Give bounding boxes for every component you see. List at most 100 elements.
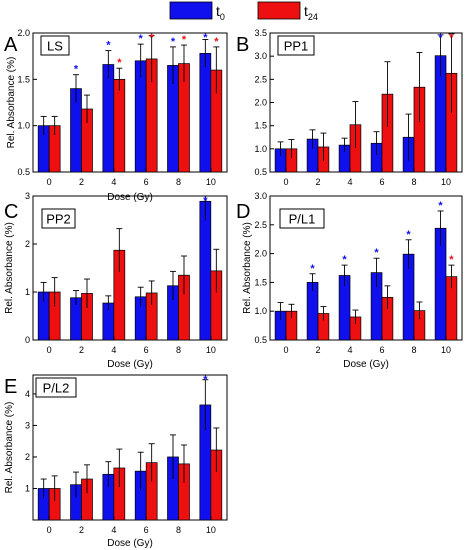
panel-letter: C	[4, 201, 18, 223]
y-tick-label: 2.0	[17, 28, 30, 38]
chart-panel-e: 1 2 3 4 0 2 4 6 8 * 10 E P/L2 Rel. Absorbance (%) Dose…	[4, 374, 228, 549]
x-tick-label: 8	[411, 345, 416, 355]
panel-label: P/L1	[289, 212, 316, 227]
significance-star: *	[449, 32, 454, 44]
significance-star: *	[203, 195, 208, 207]
y-tick-label: 2.5	[254, 74, 267, 84]
panel-label-box	[40, 35, 70, 56]
y-tick-label: 0.5	[17, 167, 30, 177]
x-tick-label: 8	[176, 345, 181, 355]
x-tick-label: 8	[411, 177, 416, 187]
y-tick-label: 0.5	[254, 335, 267, 345]
chart-panel-d: 0.5 1.0 1.5 2.0 2.5 3.0 0 * 2 * 4 * 6 * 8 * * 10 D P/L1 Rel.…	[236, 191, 463, 370]
chart-panel-a: 0.5 1.0 1.5 2.0 0 * 2 * * 4 * * 6 * * 8 * * 10 A LS Rel. Abso…	[4, 28, 228, 203]
significance-star: *	[310, 263, 315, 275]
panel-label-box	[41, 208, 76, 229]
panel-label: LS	[47, 39, 63, 54]
x-tick-label: 10	[206, 525, 216, 535]
panel-label: PP1	[284, 39, 309, 54]
y-tick-label: 1.0	[254, 306, 267, 316]
x-tick-label: 4	[111, 345, 116, 355]
significance-star: *	[74, 64, 79, 76]
panel-label: P/L2	[43, 381, 70, 396]
y-tick-label: 1.0	[254, 144, 267, 154]
x-tick-label: 2	[79, 345, 84, 355]
plot-frame	[269, 195, 463, 341]
x-tick-label: 4	[111, 177, 116, 187]
legend: t0 t24	[169, 1, 318, 22]
y-tick-label: 1.0	[17, 121, 30, 131]
x-tick-label: 6	[144, 525, 149, 535]
y-axis-label: Rel. Absorbance (%)	[4, 222, 15, 314]
y-tick-label: 1.5	[254, 121, 267, 131]
x-tick-label: 8	[176, 525, 181, 535]
x-tick-label: 10	[441, 345, 451, 355]
y-axis-label: Rel. Absorbance (%)	[242, 222, 253, 314]
chart-panel-c: 0 1 2 3 0 2 4 6 8 * 10 C PP2 Rel. Absorbance (%) Dose …	[4, 191, 228, 370]
significance-star: *	[203, 32, 208, 44]
x-tick-label: 10	[206, 177, 216, 187]
x-tick-label: 6	[379, 177, 384, 187]
x-tick-label: 10	[441, 177, 451, 187]
y-tick-label: 3.0	[254, 191, 267, 201]
y-tick-label: 1	[25, 287, 30, 297]
x-tick-label: 10	[206, 345, 216, 355]
legend-subscript: 0	[220, 12, 225, 22]
bar-t0	[102, 64, 115, 173]
significance-star: *	[182, 34, 187, 46]
x-axis-label: Dose (Gy)	[343, 359, 389, 370]
significance-star: *	[438, 200, 443, 212]
x-tick-label: 0	[283, 177, 288, 187]
panel-label-box	[277, 35, 315, 56]
significance-star: *	[150, 32, 155, 44]
legend-swatch	[257, 1, 301, 20]
significance-star: *	[139, 33, 144, 45]
y-tick-label: 0	[25, 335, 30, 345]
y-tick-label: 3	[25, 420, 30, 430]
y-tick-label: 2.0	[254, 98, 267, 108]
y-axis-label: Rel. Absorbance (%)	[6, 57, 17, 149]
y-tick-label: 0.5	[254, 167, 267, 177]
significance-star: *	[438, 32, 443, 44]
y-tick-label: 3.5	[254, 28, 267, 38]
y-tick-label: 1.5	[254, 277, 267, 287]
x-axis-label: Dose (Gy)	[107, 192, 153, 203]
x-axis-label: Dose (Gy)	[107, 538, 153, 549]
legend-subscript: 24	[308, 12, 318, 22]
x-tick-label: 6	[144, 177, 149, 187]
y-tick-label: 3.0	[254, 51, 267, 61]
significance-star: *	[106, 40, 111, 52]
y-tick-label: 2	[25, 239, 30, 249]
y-tick-label: 2	[25, 452, 30, 462]
y-tick-label: 2.0	[254, 249, 267, 259]
panel-letter: E	[4, 376, 17, 398]
plot-frame	[32, 195, 228, 341]
x-tick-label: 2	[79, 177, 84, 187]
significance-star: *	[374, 247, 379, 259]
chart-panel-b: 0.5 1.0 1.5 2.0 2.5 3.0 3.5 0 2 4 6 8 * * 10 B PP1	[236, 28, 463, 187]
bar-t24	[113, 78, 126, 173]
x-tick-label: 0	[47, 345, 52, 355]
plot-frame	[32, 374, 228, 521]
bar-t0	[199, 53, 212, 173]
significance-star: *	[171, 36, 176, 48]
x-tick-label: 0	[283, 345, 288, 355]
significance-star: *	[406, 229, 411, 241]
x-tick-label: 4	[347, 345, 352, 355]
panel-label: PP2	[46, 212, 71, 227]
legend-label: t0	[216, 3, 225, 22]
significance-star: *	[449, 254, 454, 266]
legend-label: t24	[304, 3, 318, 22]
panel-letter: D	[236, 201, 250, 223]
panel-label-box	[35, 377, 77, 398]
panel-letter: B	[236, 34, 249, 56]
y-tick-label: 4	[25, 389, 30, 399]
significance-star: *	[117, 57, 122, 69]
x-axis-label: Dose (Gy)	[107, 359, 153, 370]
x-tick-label: 6	[379, 345, 384, 355]
x-tick-label: 4	[347, 177, 352, 187]
bar-t0	[199, 200, 212, 341]
panel-label-box	[279, 208, 325, 229]
